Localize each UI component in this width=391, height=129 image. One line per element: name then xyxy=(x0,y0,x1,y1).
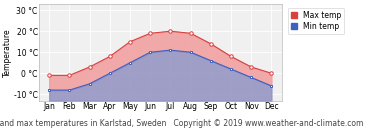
Y-axis label: Temperature: Temperature xyxy=(4,28,13,76)
Text: Average min and max temperatures in Karlstad, Sweden   Copyright © 2019 www.weat: Average min and max temperatures in Karl… xyxy=(0,119,364,128)
Legend: Max temp, Min temp: Max temp, Min temp xyxy=(288,8,344,34)
